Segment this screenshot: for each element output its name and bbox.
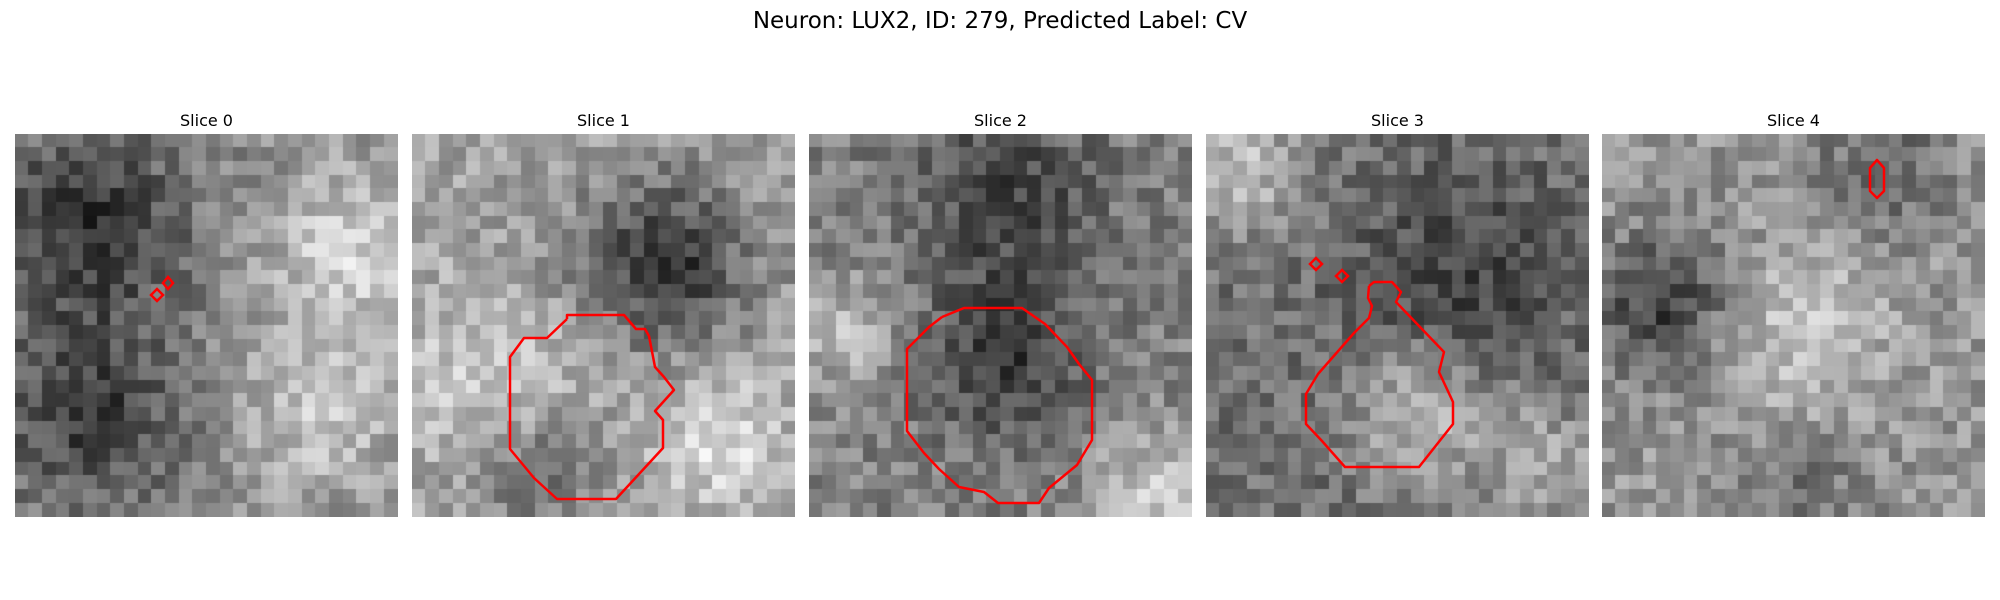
slice-title: Slice 0 bbox=[180, 111, 233, 130]
segmentation-contour bbox=[1868, 158, 1886, 200]
slice-panel-0: Slice 0 bbox=[15, 110, 398, 517]
slice-title: Slice 2 bbox=[974, 111, 1027, 130]
slice-image bbox=[809, 134, 1192, 517]
segmentation-contour bbox=[149, 275, 175, 303]
slice-panel-2: Slice 2 bbox=[809, 110, 1192, 517]
slice-image bbox=[1206, 134, 1589, 517]
slice-image bbox=[15, 134, 398, 517]
slice-panel-3: Slice 3 bbox=[1206, 110, 1589, 517]
slice-panel-1: Slice 1 bbox=[412, 110, 795, 517]
slice-title: Slice 3 bbox=[1371, 111, 1424, 130]
figure-title: Neuron: LUX2, ID: 279, Predicted Label: … bbox=[752, 8, 1248, 34]
slice-image bbox=[412, 134, 795, 517]
segmentation-contour bbox=[1304, 256, 1455, 469]
segmentation-contour bbox=[508, 313, 676, 501]
segmentation-contour bbox=[905, 306, 1094, 505]
slice-panel-4: Slice 4 bbox=[1602, 110, 1985, 517]
slice-title: Slice 4 bbox=[1767, 111, 1820, 130]
slice-image bbox=[1602, 134, 1985, 517]
slice-title: Slice 1 bbox=[577, 111, 630, 130]
